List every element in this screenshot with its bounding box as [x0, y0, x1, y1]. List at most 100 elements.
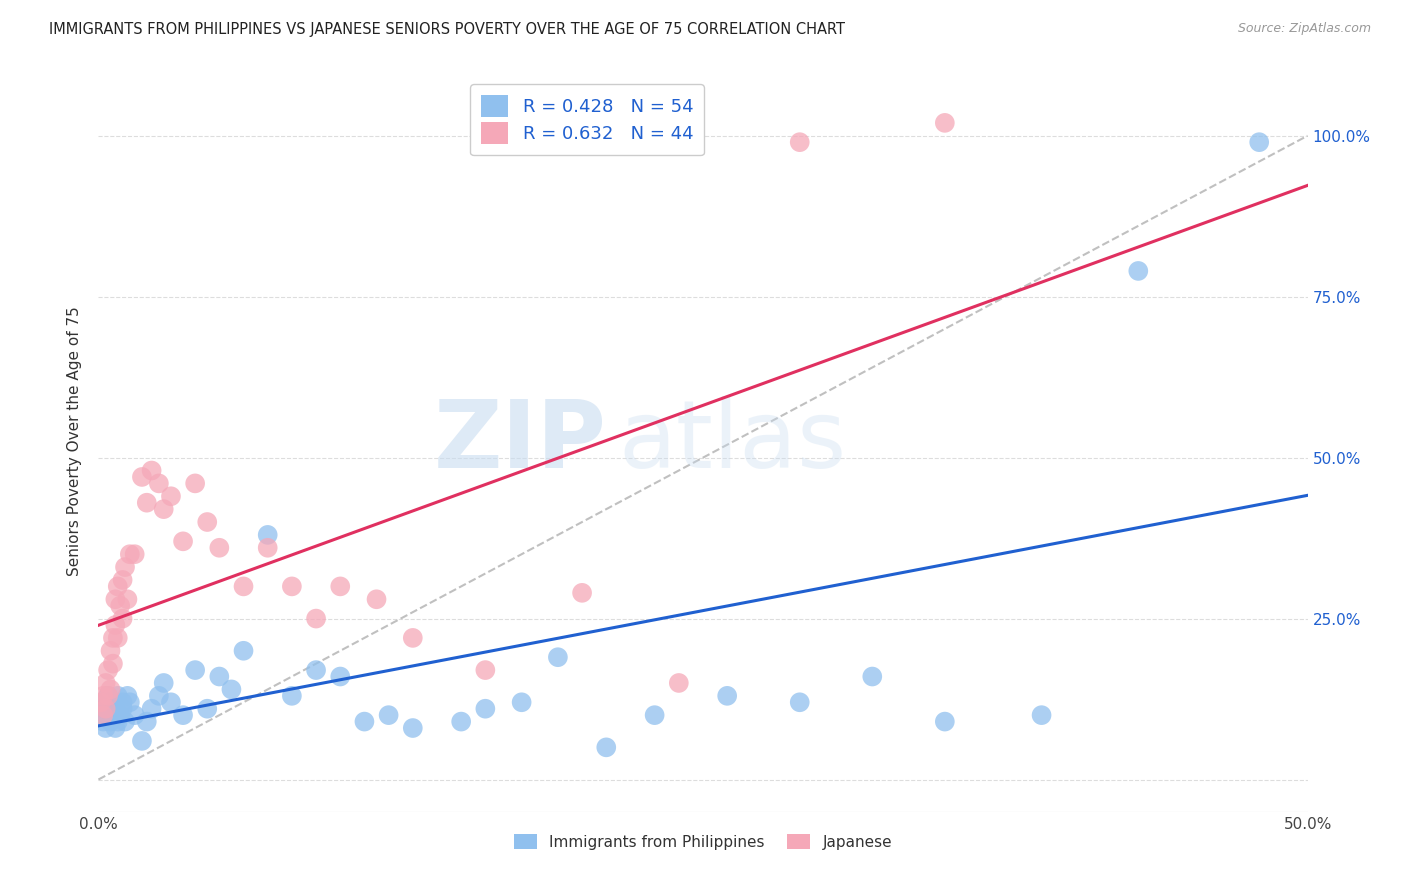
- Point: [100, 714, 122, 729]
- Point: [366, 592, 388, 607]
- Point: [100, 644, 122, 658]
- Point: [232, 579, 254, 593]
- Point: [124, 708, 146, 723]
- Point: [111, 702, 134, 716]
- Point: [101, 631, 124, 645]
- Point: [281, 579, 304, 593]
- Point: [135, 714, 157, 729]
- Y-axis label: Seniors Poverty Over the Age of 75: Seniors Poverty Over the Age of 75: [67, 307, 83, 576]
- Point: [152, 676, 174, 690]
- Point: [595, 740, 617, 755]
- Point: [329, 579, 352, 593]
- Point: [232, 644, 254, 658]
- Point: [91, 689, 114, 703]
- Point: [124, 547, 146, 561]
- Point: [111, 573, 134, 587]
- Point: [148, 476, 170, 491]
- Point: [108, 599, 131, 613]
- Point: [256, 528, 278, 542]
- Point: [172, 708, 194, 723]
- Point: [184, 663, 207, 677]
- Point: [450, 714, 472, 729]
- Point: [221, 682, 243, 697]
- Text: ZIP: ZIP: [433, 395, 606, 488]
- Point: [100, 682, 122, 697]
- Point: [104, 702, 127, 716]
- Point: [131, 734, 153, 748]
- Point: [160, 489, 183, 503]
- Point: [97, 708, 120, 723]
- Point: [1128, 264, 1150, 278]
- Point: [172, 534, 194, 549]
- Point: [101, 708, 124, 723]
- Point: [104, 721, 127, 735]
- Point: [934, 714, 956, 729]
- Legend: Immigrants from Philippines, Japanese: Immigrants from Philippines, Japanese: [508, 828, 898, 856]
- Point: [131, 470, 153, 484]
- Point: [644, 708, 666, 723]
- Point: [305, 663, 328, 677]
- Point: [118, 695, 141, 709]
- Point: [1249, 135, 1271, 149]
- Point: [195, 702, 218, 716]
- Point: [860, 669, 883, 683]
- Point: [208, 669, 231, 683]
- Point: [152, 502, 174, 516]
- Point: [135, 496, 157, 510]
- Point: [114, 560, 136, 574]
- Point: [117, 592, 139, 607]
- Point: [510, 695, 533, 709]
- Point: [402, 631, 425, 645]
- Point: [141, 702, 163, 716]
- Point: [668, 676, 690, 690]
- Point: [104, 618, 127, 632]
- Point: [716, 689, 738, 703]
- Point: [305, 611, 328, 625]
- Point: [377, 708, 399, 723]
- Point: [97, 689, 120, 703]
- Point: [108, 708, 131, 723]
- Point: [100, 702, 122, 716]
- Text: Source: ZipAtlas.com: Source: ZipAtlas.com: [1237, 22, 1371, 36]
- Point: [329, 669, 352, 683]
- Point: [184, 476, 207, 491]
- Point: [91, 702, 114, 716]
- Point: [208, 541, 231, 555]
- Point: [281, 689, 304, 703]
- Point: [94, 676, 117, 690]
- Point: [160, 695, 183, 709]
- Point: [789, 135, 811, 149]
- Point: [117, 689, 139, 703]
- Point: [94, 721, 117, 735]
- Point: [107, 689, 129, 703]
- Point: [1031, 708, 1053, 723]
- Point: [571, 586, 593, 600]
- Point: [148, 689, 170, 703]
- Point: [107, 714, 129, 729]
- Point: [789, 695, 811, 709]
- Text: atlas: atlas: [619, 395, 846, 488]
- Point: [402, 721, 425, 735]
- Point: [118, 547, 141, 561]
- Point: [91, 708, 114, 723]
- Point: [111, 695, 134, 709]
- Point: [111, 611, 134, 625]
- Point: [107, 631, 129, 645]
- Point: [353, 714, 375, 729]
- Point: [97, 663, 120, 677]
- Point: [97, 689, 120, 703]
- Point: [141, 463, 163, 477]
- Point: [90, 708, 112, 723]
- Point: [94, 695, 117, 709]
- Point: [114, 714, 136, 729]
- Point: [104, 592, 127, 607]
- Point: [256, 541, 278, 555]
- Point: [107, 579, 129, 593]
- Point: [547, 650, 569, 665]
- Point: [94, 702, 117, 716]
- Point: [101, 695, 124, 709]
- Point: [195, 515, 218, 529]
- Point: [934, 116, 956, 130]
- Text: IMMIGRANTS FROM PHILIPPINES VS JAPANESE SENIORS POVERTY OVER THE AGE OF 75 CORRE: IMMIGRANTS FROM PHILIPPINES VS JAPANESE …: [49, 22, 845, 37]
- Point: [101, 657, 124, 671]
